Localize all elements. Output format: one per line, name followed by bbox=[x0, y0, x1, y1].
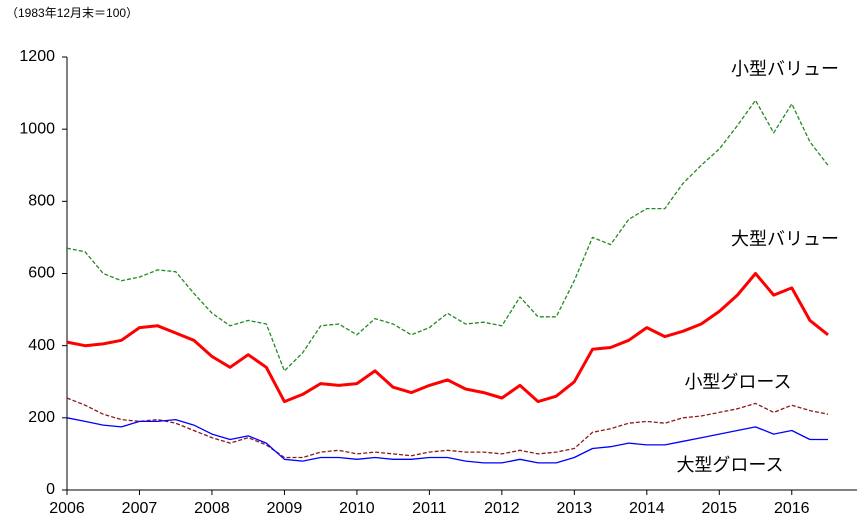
y-tick-label: 1000 bbox=[19, 120, 55, 137]
series-line bbox=[66, 99, 829, 372]
x-tick-label: 2007 bbox=[122, 500, 158, 517]
y-tick-label: 200 bbox=[28, 409, 55, 426]
y-tick-label: 1200 bbox=[19, 48, 55, 65]
series-label: 大型グロース bbox=[676, 455, 783, 475]
series-label: 小型グロース bbox=[684, 372, 791, 392]
x-tick-label: 2015 bbox=[701, 500, 737, 517]
x-tick-label: 2009 bbox=[267, 500, 303, 517]
x-tick-label: 2008 bbox=[194, 500, 230, 517]
series-line bbox=[66, 417, 828, 464]
series-label: 小型バリュー bbox=[731, 59, 839, 79]
series-line bbox=[66, 397, 829, 459]
x-tick-label: 2011 bbox=[412, 500, 447, 517]
y-tick-label: 800 bbox=[28, 193, 55, 210]
chart-subtitle: （1983年12月末＝100） bbox=[6, 6, 138, 20]
x-tick-label: 2010 bbox=[339, 500, 375, 517]
x-tick-label: 2012 bbox=[484, 500, 520, 517]
series-label: 大型バリュー bbox=[731, 229, 839, 249]
x-tick-label: 2013 bbox=[557, 500, 593, 517]
y-tick-label: 600 bbox=[28, 265, 55, 282]
series-line bbox=[66, 272, 829, 404]
x-tick-label: 2016 bbox=[774, 500, 810, 517]
x-tick-label: 2014 bbox=[629, 500, 665, 517]
x-tick-label: 2006 bbox=[49, 500, 85, 517]
y-tick-label: 0 bbox=[46, 481, 55, 498]
y-tick-label: 400 bbox=[28, 337, 55, 354]
